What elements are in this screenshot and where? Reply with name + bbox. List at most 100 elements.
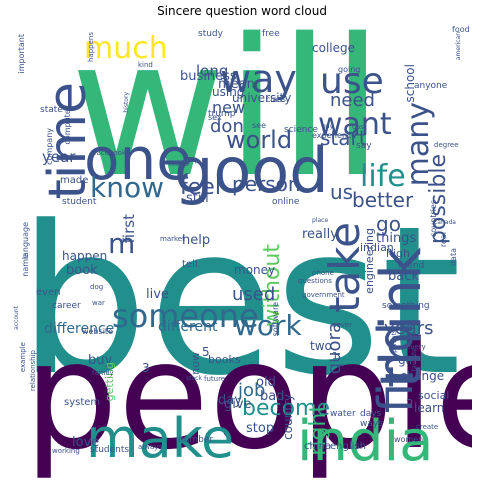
word-happen: happen [62, 249, 108, 263]
word-high: high [386, 247, 410, 260]
word-start: start [320, 126, 367, 150]
word-india: india [297, 409, 434, 474]
word-free: free [262, 29, 280, 39]
word-trump: trump [208, 109, 236, 119]
word-business: business [180, 69, 237, 84]
word-future: future [204, 375, 226, 383]
word-website: website [82, 327, 113, 336]
word-data: data [449, 248, 458, 267]
word-family: family [92, 369, 114, 377]
word-government: government [302, 291, 345, 299]
word-american: american [455, 32, 462, 61]
word-don: don [210, 116, 244, 137]
word-happens: happens [87, 32, 95, 63]
word-online: online [272, 197, 300, 207]
word-use: use [320, 61, 384, 102]
word-social: social [418, 389, 450, 402]
word-day: day [218, 393, 242, 408]
word-canada: canada [434, 219, 456, 226]
word-much: much [84, 31, 168, 66]
word-facebook: facebook [94, 149, 126, 157]
word-food: food [452, 25, 470, 34]
word-experience: experience [312, 131, 357, 140]
word-say: say [356, 141, 372, 151]
word-example: example [19, 342, 27, 373]
word-someone: someone [112, 297, 259, 335]
word-job: job [238, 380, 266, 401]
word-favorite: favorite [411, 348, 418, 372]
word-ways: ways [360, 419, 383, 429]
word-give: give [224, 397, 252, 412]
word-years: years [384, 318, 434, 339]
word-work: work [234, 309, 302, 342]
word-good: good [174, 134, 329, 207]
word-difference: difference [44, 321, 115, 337]
word-company: company [45, 128, 54, 165]
word-life: life [360, 159, 406, 194]
word-cloud: bestpeoplewillgoodoneindiamakethinktimef… [12, 22, 472, 478]
word-kind: kind [138, 61, 153, 69]
word-make: make [86, 407, 235, 470]
word-live: live [146, 287, 169, 302]
word-cost: cost [352, 123, 367, 131]
word-go: go [376, 212, 401, 236]
word-state: state [40, 105, 63, 115]
word-movie: movie [170, 161, 189, 168]
word-mean: mean [218, 77, 255, 92]
word-feel: feel [180, 175, 221, 200]
word-person: person [232, 172, 301, 196]
word-3: 3 [142, 361, 150, 375]
word-year: year [42, 148, 76, 166]
word-need: need [330, 90, 375, 111]
word-getting: getting [103, 362, 116, 402]
word-new: new [212, 98, 246, 117]
word-war: war [92, 299, 105, 307]
word-parents: parents [391, 330, 398, 353]
word-want: want [318, 107, 392, 142]
word-one: one [84, 125, 192, 193]
word-5: 5 [202, 345, 210, 359]
word-tell: tell [182, 259, 198, 270]
word-market: market [160, 235, 185, 243]
word-indian: indian [360, 241, 394, 254]
word-see: see [252, 121, 267, 130]
word-buy: buy [88, 353, 113, 368]
word-place: place [312, 217, 329, 224]
word-two: two [310, 339, 332, 353]
word-engineering: engineering [363, 228, 376, 294]
word-girl: girl [398, 353, 418, 367]
word-first: first [120, 214, 138, 244]
word-every: every [406, 343, 426, 351]
word-books: books [208, 353, 241, 366]
word-way: way [220, 57, 297, 101]
word-used: used [232, 284, 276, 305]
word-now: now [189, 352, 202, 375]
word-people: people [24, 310, 472, 478]
word-stop: stop [246, 421, 275, 436]
word-learn: learn [414, 401, 445, 415]
word-world: world [226, 126, 293, 154]
word-system: system [64, 397, 101, 408]
word-history: history [123, 92, 130, 113]
word-love: love [72, 435, 100, 450]
word-help: help [182, 233, 211, 248]
word-number: number [178, 435, 214, 445]
chart-title: Sincere question word cloud [157, 4, 327, 18]
word-back: back [388, 269, 419, 284]
word-change: change [400, 369, 445, 383]
word-bad: bad [260, 389, 285, 404]
word-days: days [360, 409, 382, 419]
word-going: going [338, 65, 361, 74]
word-study: study [198, 29, 223, 39]
word-better: better [352, 188, 414, 212]
word-friend: friend [398, 261, 425, 271]
word-university: university [232, 91, 292, 105]
word-even: even [36, 287, 61, 298]
word-important: important [17, 34, 26, 74]
word-long: long [196, 62, 229, 80]
word-name: name [21, 254, 30, 277]
word-become: become [242, 396, 331, 421]
word-made: made [60, 175, 89, 186]
word-us: us [330, 180, 354, 204]
word-never: never [332, 321, 353, 329]
